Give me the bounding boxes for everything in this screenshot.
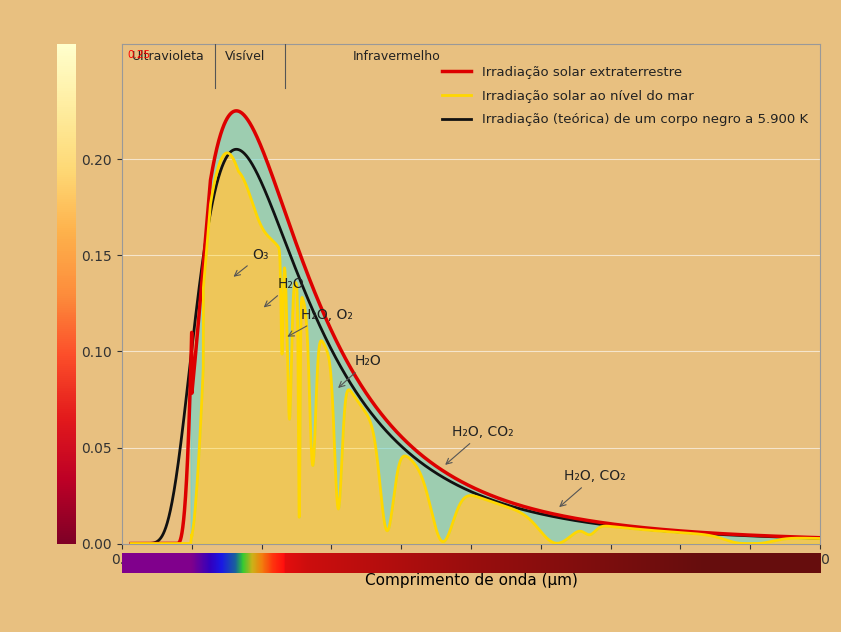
Y-axis label: Irradiância espectral (A): Irradiância espectral (A) — [61, 210, 76, 378]
Text: H₂O, CO₂: H₂O, CO₂ — [446, 425, 514, 464]
Text: H₂O: H₂O — [339, 354, 381, 387]
Text: H₂O, O₂: H₂O, O₂ — [288, 308, 353, 336]
Text: 0.25: 0.25 — [128, 49, 151, 59]
Text: Infravermelho: Infravermelho — [352, 51, 441, 63]
Legend: Irradiação solar extraterrestre, Irradiação solar ao nível do mar, Irradiação (t: Irradiação solar extraterrestre, Irradia… — [437, 61, 813, 131]
Text: Ultravioleta: Ultravioleta — [132, 51, 205, 63]
Text: O₃: O₃ — [235, 248, 269, 276]
Text: H₂O, CO₂: H₂O, CO₂ — [560, 469, 626, 506]
Text: Visível: Visível — [225, 51, 266, 63]
Text: H₂O: H₂O — [265, 277, 304, 307]
X-axis label: Comprimento de onda (μm): Comprimento de onda (μm) — [364, 573, 578, 588]
